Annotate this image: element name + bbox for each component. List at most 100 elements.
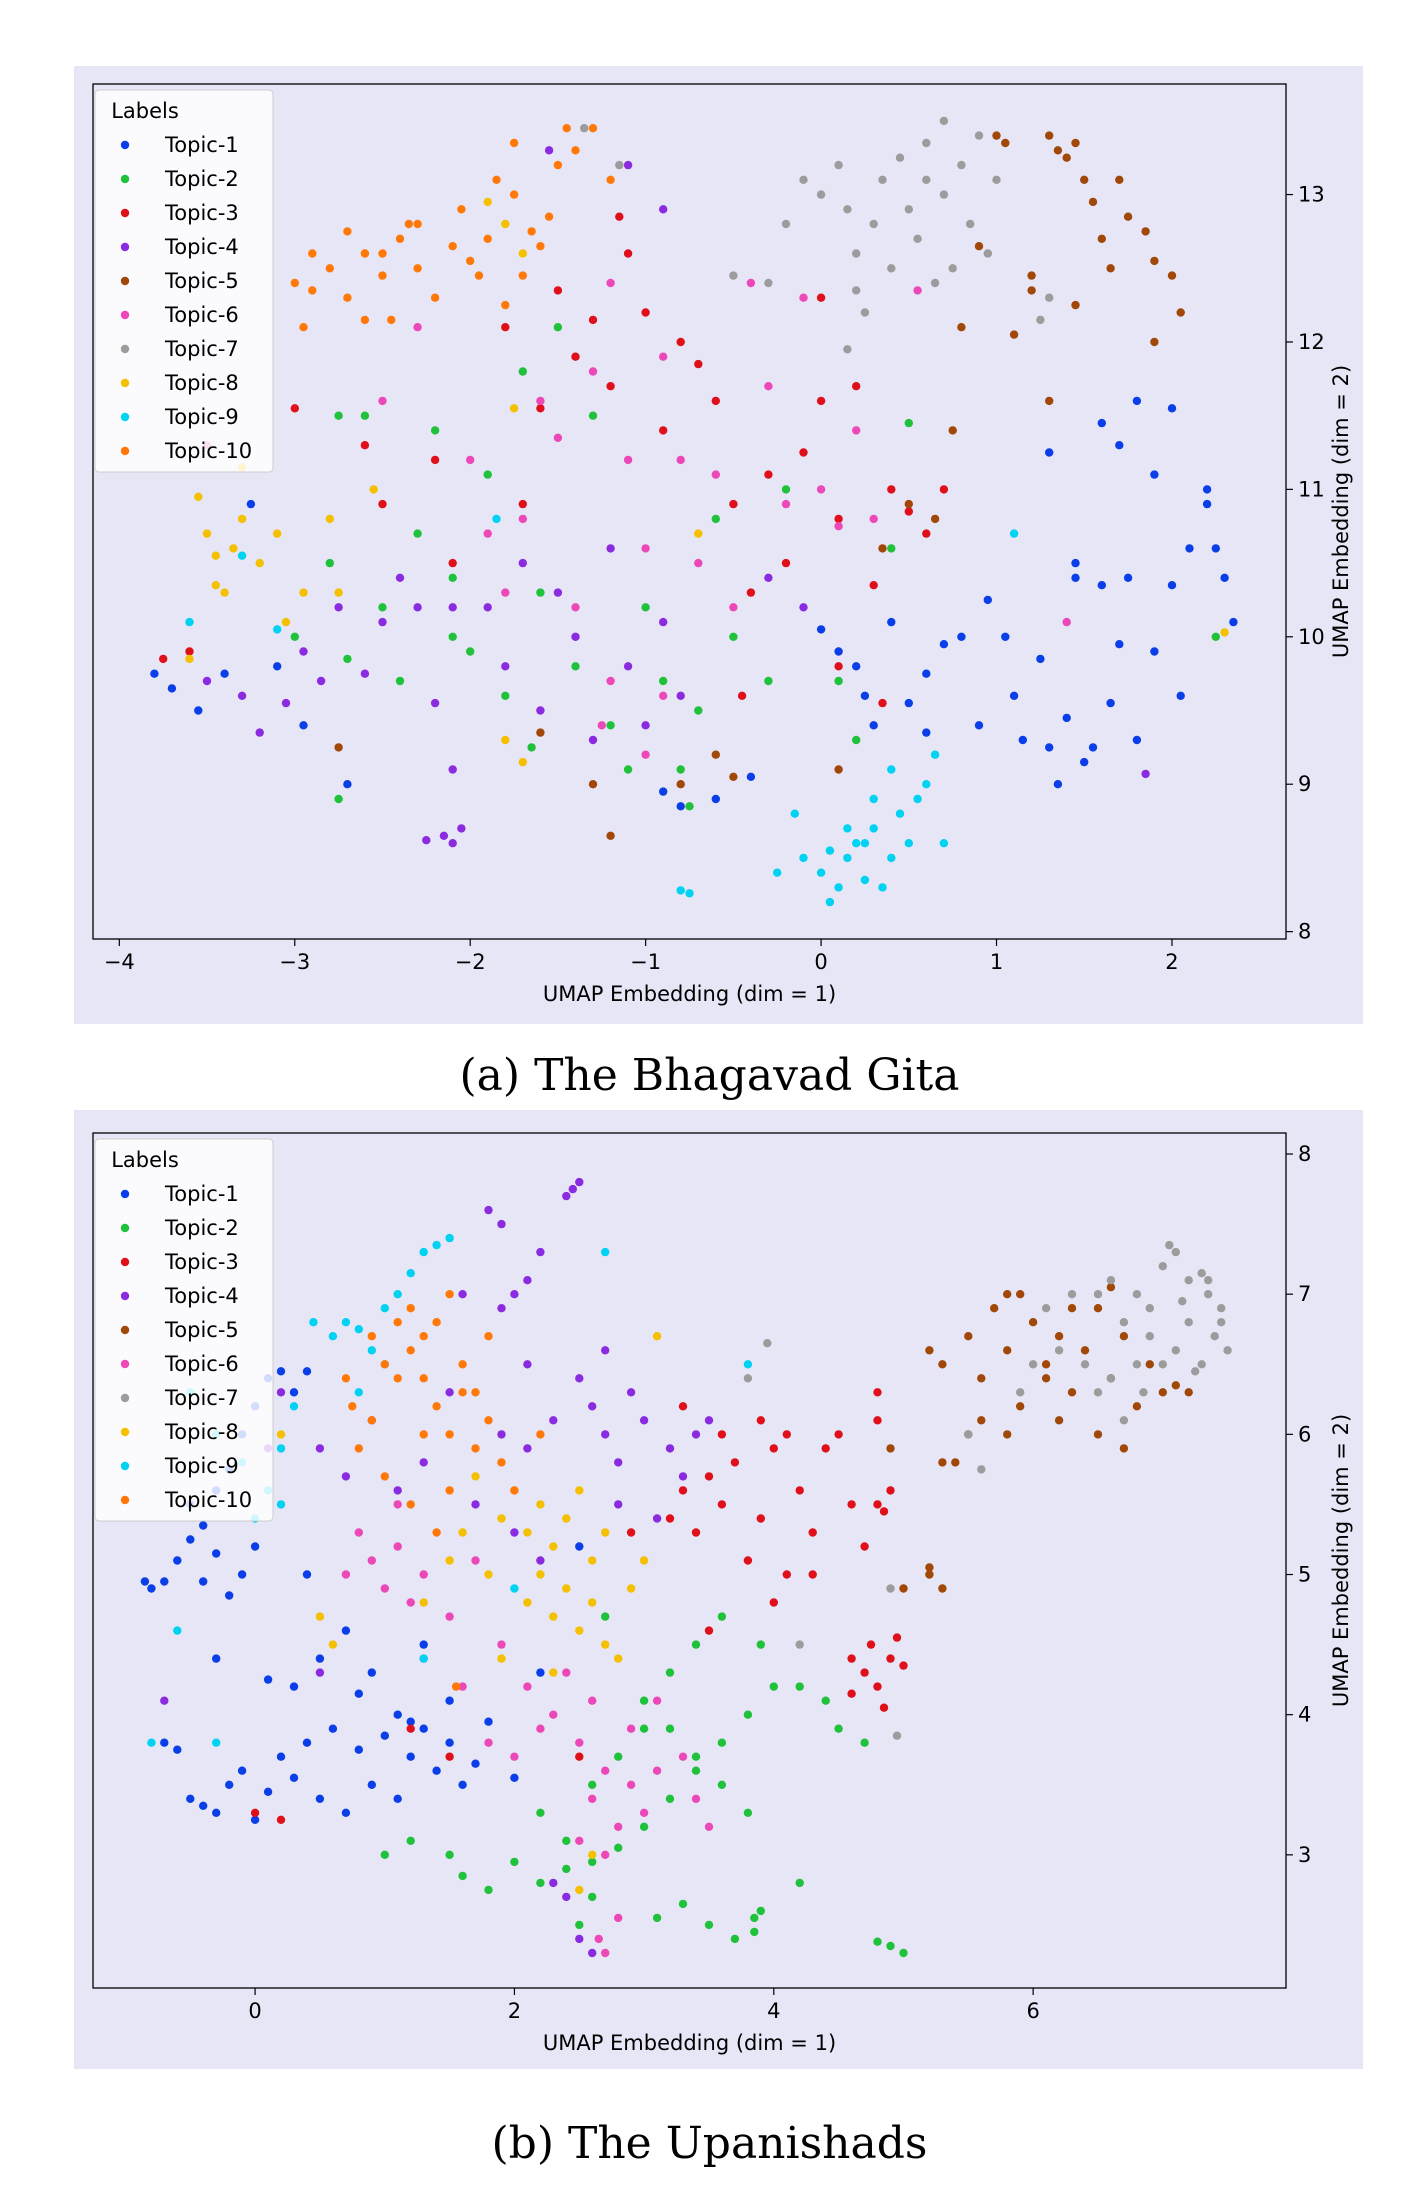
point-topic-10	[325, 264, 334, 273]
point-topic-9	[869, 824, 878, 833]
point-topic-5	[1067, 1388, 1077, 1397]
point-topic-10	[360, 249, 370, 258]
point-topic-1	[1088, 743, 1098, 752]
point-topic-1	[445, 1696, 454, 1705]
legend-marker-topic-9	[120, 412, 130, 422]
point-topic-2	[448, 632, 457, 641]
point-topic-9	[601, 1247, 610, 1257]
point-topic-7	[1223, 1346, 1232, 1355]
point-topic-10	[343, 293, 352, 302]
point-topic-4	[665, 1444, 675, 1453]
point-topic-3	[665, 1514, 675, 1523]
legend-marker-topic-5	[120, 276, 130, 286]
point-topic-1	[199, 1801, 208, 1810]
point-topic-9	[492, 514, 501, 524]
point-topic-3	[816, 293, 826, 302]
point-topic-10	[562, 124, 571, 133]
point-topic-3	[816, 396, 826, 406]
point-topic-3	[575, 1752, 584, 1761]
point-topic-4	[484, 1205, 493, 1215]
point-topic-9	[887, 765, 896, 774]
point-topic-4	[676, 691, 685, 700]
point-topic-10	[419, 1430, 428, 1439]
point-topic-10	[588, 124, 598, 133]
point-topic-2	[588, 411, 598, 420]
point-topic-3	[873, 1416, 882, 1425]
point-topic-9	[825, 846, 835, 855]
point-topic-9	[799, 853, 808, 863]
point-topic-7	[983, 249, 992, 258]
point-topic-1	[1097, 418, 1106, 428]
point-topic-2	[665, 1668, 675, 1677]
legend-label-topic-10: Topic-10	[164, 1488, 252, 1512]
point-topic-4	[518, 558, 527, 568]
point-topic-6	[869, 514, 878, 524]
point-topic-6	[816, 485, 826, 494]
point-topic-1	[1115, 640, 1124, 649]
point-topic-4	[501, 662, 510, 671]
point-topic-9	[676, 886, 685, 895]
point-topic-10	[497, 1458, 506, 1467]
point-topic-7	[964, 1430, 973, 1439]
point-topic-2	[343, 654, 352, 664]
point-topic-1	[1123, 573, 1133, 582]
point-topic-7	[1119, 1416, 1129, 1425]
point-topic-2	[711, 514, 720, 524]
point-topic-1	[957, 632, 966, 641]
point-topic-2	[873, 1937, 882, 1946]
point-topic-2	[641, 603, 650, 612]
point-topic-3	[406, 1724, 415, 1733]
point-topic-2	[691, 1640, 701, 1649]
point-topic-3	[626, 1528, 636, 1537]
y-tick-label: 9	[1298, 772, 1311, 796]
point-topic-1	[212, 1549, 221, 1558]
point-topic-9	[930, 750, 940, 759]
point-topic-7	[948, 264, 957, 273]
point-topic-5	[1054, 1332, 1064, 1341]
point-topic-2	[750, 1927, 759, 1937]
point-topic-1	[1080, 757, 1089, 767]
point-topic-2	[769, 1682, 778, 1691]
point-topic-1	[1202, 485, 1212, 494]
point-topic-1	[1211, 544, 1221, 553]
point-topic-10	[348, 1402, 357, 1411]
point-topic-1	[922, 728, 931, 737]
point-topic-10	[378, 271, 387, 280]
point-topic-9	[510, 1584, 519, 1593]
point-topic-4	[413, 603, 422, 612]
point-topic-5	[729, 772, 738, 781]
point-topic-3	[782, 1430, 791, 1439]
legend-label-topic-9: Topic-9	[164, 405, 239, 429]
y-tick-label: 4	[1298, 1703, 1311, 1727]
point-topic-2	[729, 632, 738, 641]
point-topic-1	[237, 1570, 247, 1579]
point-topic-1	[289, 1388, 299, 1397]
legend-label-topic-8: Topic-8	[164, 371, 239, 395]
point-topic-4	[575, 1934, 584, 1944]
point-topic-4	[523, 1276, 532, 1285]
point-topic-1	[869, 721, 878, 730]
point-topic-4	[678, 1472, 688, 1481]
point-topic-10	[471, 1444, 480, 1453]
point-topic-7	[1067, 1290, 1077, 1299]
point-topic-3	[676, 337, 685, 347]
point-topic-4	[553, 588, 563, 597]
point-topic-8	[562, 1514, 571, 1523]
point-topic-7	[939, 116, 949, 126]
legend-marker-topic-7	[120, 344, 130, 354]
point-topic-9	[419, 1247, 428, 1257]
point-topic-5	[1080, 1346, 1090, 1355]
point-topic-1	[1062, 713, 1071, 723]
point-topic-1	[1229, 617, 1238, 627]
point-topic-10	[299, 323, 308, 332]
point-topic-1	[1053, 780, 1063, 789]
point-topic-7	[878, 175, 887, 184]
y-tick-label: 3	[1298, 1843, 1311, 1867]
point-topic-5	[1106, 1283, 1116, 1292]
point-topic-2	[448, 573, 457, 582]
point-topic-10	[492, 175, 501, 184]
point-topic-1	[904, 698, 913, 708]
point-topic-1	[1071, 558, 1080, 568]
point-topic-1	[147, 1584, 156, 1593]
point-topic-5	[938, 1360, 947, 1369]
